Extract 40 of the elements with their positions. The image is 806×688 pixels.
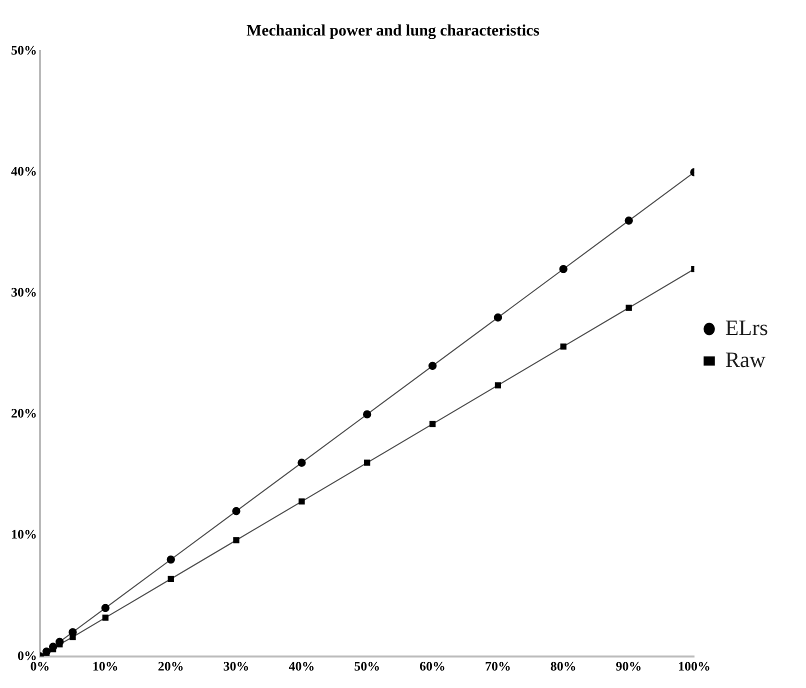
x-tick-label: 100%: [678, 658, 710, 674]
legend-label: ELrs: [725, 314, 768, 340]
point: [42, 647, 51, 656]
x-tick-label: 30%: [223, 658, 250, 674]
point: [428, 362, 437, 370]
point: [56, 638, 64, 646]
y-tick-label: 0%: [18, 648, 37, 663]
point: [363, 410, 372, 418]
point: [298, 498, 305, 505]
x-tick-label: 80%: [550, 658, 576, 674]
point: [624, 216, 633, 225]
point: [232, 507, 240, 516]
y-tick-label: 10%: [11, 526, 37, 542]
point: [560, 343, 566, 350]
point: [166, 555, 175, 564]
y-tick-label: 40%: [11, 164, 37, 179]
chart-title: Mechanical power and lung characteristics: [246, 22, 540, 40]
x-tick-label: 40%: [288, 658, 315, 674]
x-tick-label: 90%: [616, 658, 642, 674]
legend-label: Raw: [725, 346, 766, 372]
y-tick-label: 20%: [11, 406, 37, 421]
point: [68, 628, 77, 636]
point: [101, 604, 110, 612]
point: [168, 576, 174, 582]
point: [494, 313, 502, 322]
y-tick-label: 50%: [11, 42, 37, 58]
point: [559, 264, 568, 274]
point: [494, 382, 502, 388]
point: [364, 460, 370, 466]
point: [298, 458, 306, 467]
point: [102, 614, 108, 621]
x-tick-label: 20%: [158, 658, 184, 674]
x-tick-label: 60%: [420, 658, 446, 674]
y-tick-label: 30%: [11, 284, 37, 300]
point: [429, 420, 436, 428]
x-tick-label: 50%: [354, 658, 380, 674]
x-tick-label: 70%: [484, 658, 511, 674]
point: [626, 304, 632, 311]
point: [233, 537, 240, 544]
x-tick-label: 10%: [92, 658, 118, 674]
